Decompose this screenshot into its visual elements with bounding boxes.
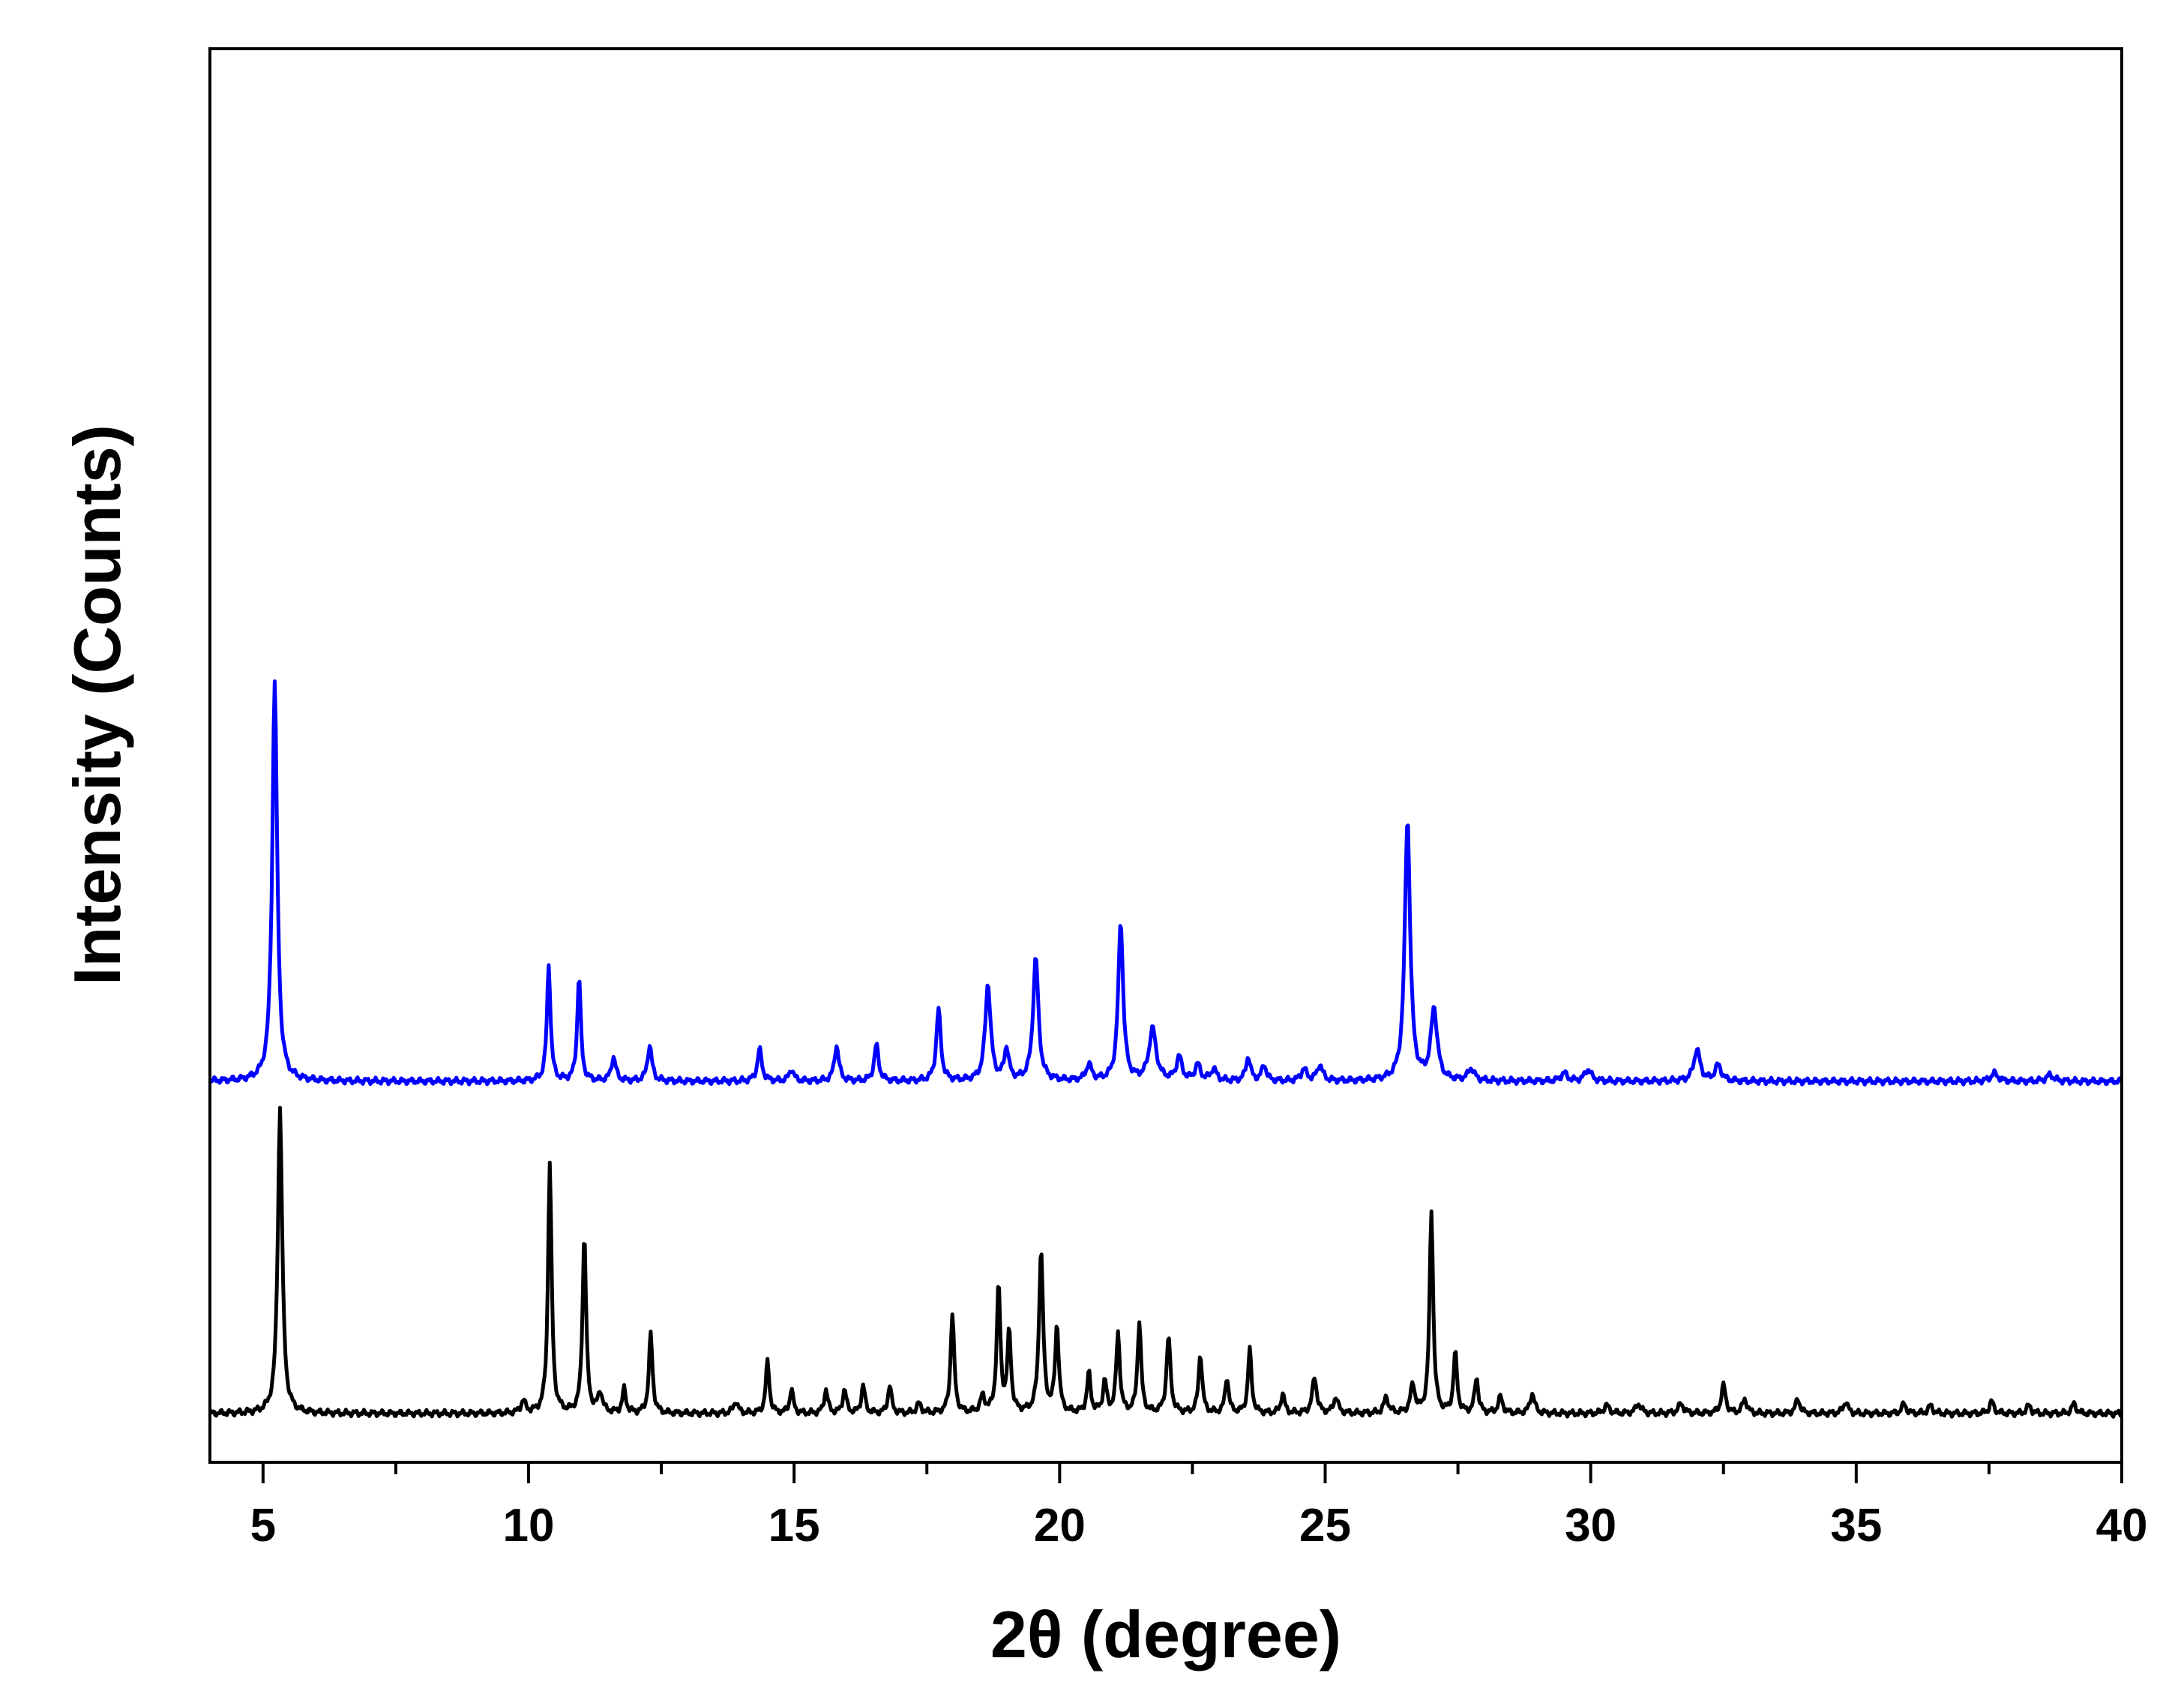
x-axis-ticks bbox=[261, 1462, 2123, 1483]
x-tick-label: 10 bbox=[503, 1500, 555, 1552]
x-axis-title: 2θ (degree) bbox=[990, 1597, 1341, 1672]
plot-frame bbox=[208, 47, 2123, 1464]
x-tick-label: 15 bbox=[768, 1500, 820, 1552]
x-tick-label: 40 bbox=[2096, 1500, 2148, 1552]
series-line-1 bbox=[208, 679, 2123, 1087]
x-tick-label: 30 bbox=[1565, 1500, 1616, 1552]
x-tick-label: 20 bbox=[1034, 1500, 1086, 1552]
x-tick-label: 25 bbox=[1299, 1500, 1351, 1552]
x-axis-tick-labels: 5 10 15 20 25 30 35 40 bbox=[250, 1500, 2148, 1552]
series-layer bbox=[208, 679, 2124, 1419]
series-line-2 bbox=[208, 1105, 2124, 1419]
x-tick-label: 5 bbox=[250, 1500, 276, 1552]
x-tick-label: 35 bbox=[1830, 1500, 1882, 1552]
y-axis-title: Intensity (Counts) bbox=[60, 424, 134, 985]
